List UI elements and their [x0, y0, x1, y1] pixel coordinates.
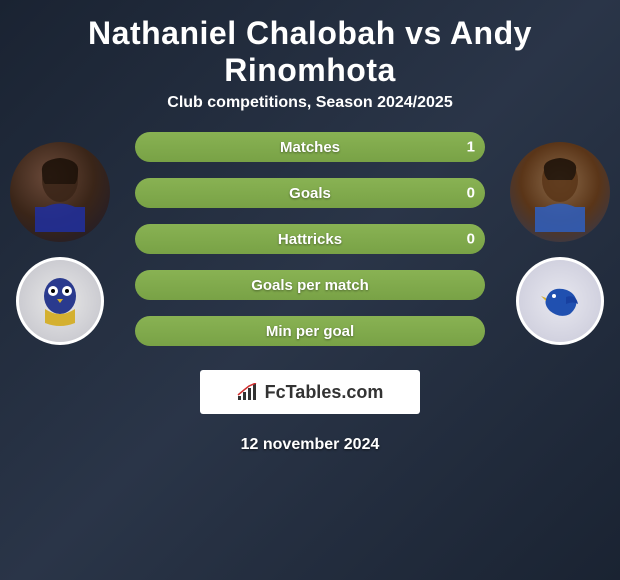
stat-bar-hattricks: Hattricks 0 [135, 224, 485, 254]
stat-label: Goals [289, 185, 331, 202]
stat-row: Matches 1 [135, 132, 485, 162]
bluebird-icon [538, 279, 583, 324]
club-left-badge [16, 257, 104, 345]
player-right-silhouette-icon [520, 152, 600, 232]
footer-logo: FcTables.com [200, 370, 420, 414]
logo-text: FcTables.com [265, 382, 384, 403]
chart-icon [237, 383, 259, 401]
club-right-badge [516, 257, 604, 345]
stat-label: Matches [280, 139, 340, 156]
player-left-avatar [10, 142, 110, 242]
stat-right-value: 0 [467, 185, 475, 202]
stat-row: Goals per match [135, 270, 485, 300]
stat-bar-goals: Goals 0 [135, 178, 485, 208]
stat-row: Goals 0 [135, 178, 485, 208]
page-subtitle: Club competitions, Season 2024/2025 [0, 94, 620, 132]
comparison-content: Matches 1 Goals 0 Hattricks 0 Goals per … [0, 132, 620, 346]
owl-icon [35, 271, 85, 331]
stat-right-value: 1 [467, 139, 475, 156]
stat-label: Goals per match [251, 277, 369, 294]
right-column [510, 132, 610, 345]
footer-date: 12 november 2024 [0, 436, 620, 454]
left-column [10, 132, 110, 345]
stat-label: Min per goal [266, 323, 354, 340]
stat-right-value: 0 [467, 231, 475, 248]
stats-column: Matches 1 Goals 0 Hattricks 0 Goals per … [110, 132, 510, 346]
stat-bar-matches: Matches 1 [135, 132, 485, 162]
stat-bar-min-per-goal: Min per goal [135, 316, 485, 346]
player-left-silhouette-icon [20, 152, 100, 232]
stat-row: Hattricks 0 [135, 224, 485, 254]
page-title: Nathaniel Chalobah vs Andy Rinomhota [0, 0, 620, 94]
stat-label: Hattricks [278, 231, 342, 248]
player-right-avatar [510, 142, 610, 242]
stat-row: Min per goal [135, 316, 485, 346]
stat-bar-goals-per-match: Goals per match [135, 270, 485, 300]
